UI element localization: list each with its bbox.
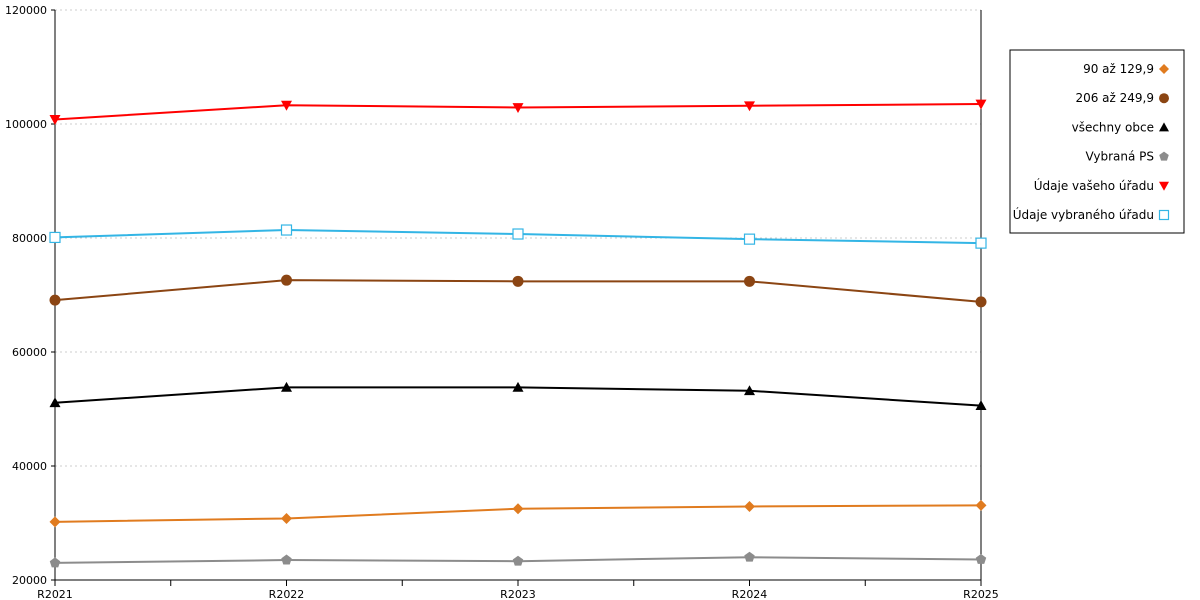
- data-point: [49, 115, 61, 125]
- series-0: [49, 499, 987, 528]
- data-point: [512, 228, 524, 240]
- data-point: [744, 500, 755, 512]
- data-point: [49, 231, 61, 244]
- data-point: [281, 274, 292, 286]
- legend: 90 až 129,9 206 až 249,9 všechny obce Vybra…: [1009, 49, 1185, 234]
- data-point: [512, 103, 524, 113]
- legend-marker: [1159, 181, 1169, 191]
- data-point: [975, 499, 987, 511]
- data-point: [512, 381, 524, 392]
- y-tick-label: 60000: [12, 346, 47, 359]
- legend-marker: [1159, 93, 1169, 104]
- data-point: [744, 275, 755, 287]
- data-point: [281, 512, 292, 524]
- data-point: [512, 555, 524, 566]
- legend-label: Údaje vybraného úřadu: [1013, 207, 1154, 222]
- data-point: [975, 553, 987, 564]
- legend-marker: [1158, 209, 1170, 221]
- data-point: [49, 516, 61, 528]
- x-tick-labels: R2021 R2022 R2023 R2024 R2025: [37, 580, 999, 600]
- legend-label: 206 až 249,9: [1075, 91, 1154, 105]
- data-point: [512, 275, 524, 287]
- legend-marker: [1159, 151, 1169, 161]
- x-tick-label: R2023: [500, 588, 536, 600]
- data-point: [280, 224, 293, 236]
- x-tick-label: R2024: [732, 588, 768, 600]
- series-1: [49, 274, 987, 308]
- data-point: [975, 237, 987, 249]
- data-point: [975, 296, 987, 308]
- y-tick-label: 120000: [5, 4, 47, 17]
- data-point: [975, 99, 987, 110]
- legend-label: 90 až 129,9: [1083, 62, 1154, 76]
- series-group: [49, 99, 987, 568]
- data-point: [744, 385, 755, 396]
- y-tick-label: 80000: [12, 232, 47, 245]
- data-point: [49, 557, 61, 568]
- series-5: [49, 224, 987, 249]
- legend-box: [1009, 49, 1185, 234]
- series-2: [49, 381, 987, 410]
- data-point: [975, 400, 987, 410]
- data-point: [49, 294, 61, 306]
- data-point: [744, 551, 755, 562]
- legend-label: všechny obce: [1072, 120, 1154, 134]
- x-tick-label: R2022: [269, 588, 305, 600]
- series-3: [49, 551, 987, 568]
- data-point: [512, 503, 524, 515]
- data-point: [49, 397, 61, 408]
- data-point: [281, 554, 292, 565]
- data-point: [281, 381, 292, 392]
- series-4: [49, 99, 987, 125]
- y-tick-label: 100000: [5, 118, 47, 131]
- grid-lines: [55, 9, 981, 467]
- legend-label: Údaje vašeho úřadu: [1034, 178, 1154, 193]
- x-tick-label: R2021: [37, 588, 73, 600]
- y-tick-labels: 20000 40000 60000 80000 100000 120000: [5, 4, 55, 587]
- data-point: [744, 101, 755, 112]
- y-tick-label: 40000: [12, 460, 47, 473]
- legend-marker: [1159, 122, 1169, 132]
- data-point: [281, 100, 292, 111]
- legend-marker: [1159, 64, 1169, 74]
- legend-label: Vybraná PS: [1085, 150, 1154, 164]
- x-tick-label: R2025: [963, 588, 999, 600]
- data-point: [743, 233, 756, 245]
- y-tick-label: 20000: [12, 574, 47, 587]
- axes: [54, 10, 982, 581]
